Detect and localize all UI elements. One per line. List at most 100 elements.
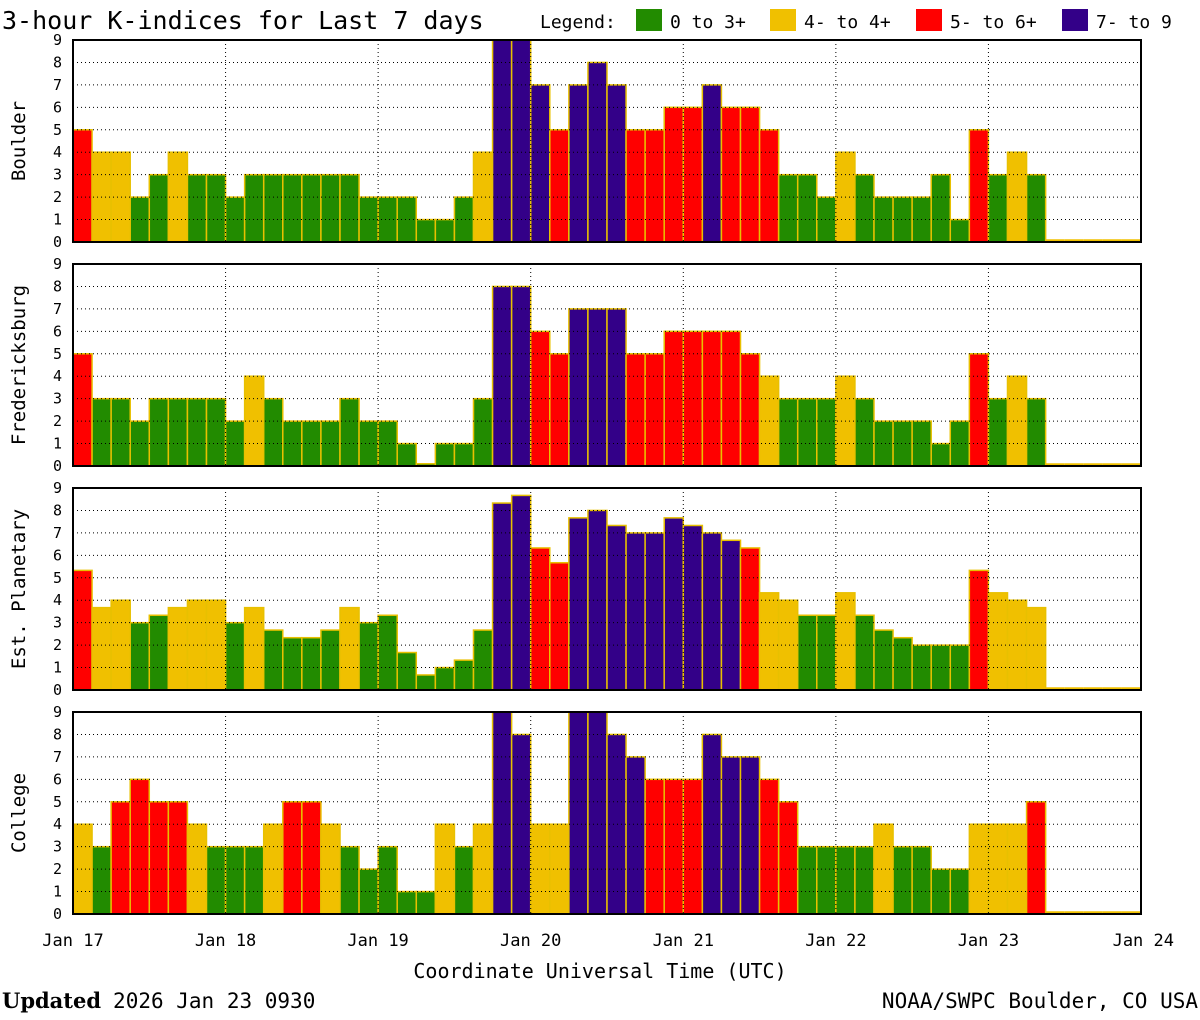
panel-2-bar-17 [396, 651, 418, 691]
panel-1-bar-37 [777, 397, 799, 467]
panel-0-bar-4 [148, 173, 170, 243]
panel-1-bar-21 [472, 397, 494, 467]
x-axis-ticks: Jan 17 Jan 18 Jan 19 Jan 20 Jan 21 Jan 22 Jan … [42, 931, 1174, 951]
panel-2-bar-30 [644, 532, 665, 691]
legend-swatch-0 [636, 9, 662, 31]
panel-3-bar-38 [796, 845, 818, 915]
panel-1-bar-29 [625, 353, 646, 467]
panel-0-bar-2 [110, 151, 131, 243]
panel-2-ytick-5: 5 [53, 569, 62, 587]
panel-2-bar-28 [606, 524, 627, 691]
legend-entry-2: 5- to 6+ [950, 12, 1037, 33]
panel-3-bars [72, 711, 1141, 915]
panel-0-bar-30 [644, 129, 665, 243]
panel-1-bar-14 [339, 397, 360, 467]
panel-0-ytick-5: 5 [53, 121, 62, 139]
panel-3-bar-12 [301, 801, 322, 915]
panel-3-bar-6 [186, 823, 208, 915]
panel-2-ytick-6: 6 [53, 546, 62, 564]
panel-3-ytick-9: 9 [53, 703, 62, 721]
panel-0-bar-22 [491, 39, 513, 243]
panel-2-bar-3 [129, 621, 151, 691]
panel-3-grid [73, 712, 1141, 914]
panel-0-bar-9 [243, 173, 265, 243]
panel-2-bar-2 [110, 599, 131, 691]
panel-2-ytick-0: 0 [53, 681, 62, 699]
updated-line: Updated 2026 Jan 23 0930 [2, 988, 315, 1013]
panel-1-ytick-2: 2 [53, 412, 62, 430]
panel-2-bar-8 [224, 621, 246, 691]
panel-3-bar-18 [415, 890, 437, 915]
panel-0-bar-41 [854, 173, 875, 243]
panel-3-bar-26 [568, 711, 589, 915]
panel-1-bar-50 [1025, 397, 1047, 467]
panel-1-bar-17 [396, 442, 418, 467]
panel-3-bar-1 [91, 845, 112, 915]
panel-0-bar-48 [987, 173, 1009, 243]
panel-3-ytick-2: 2 [53, 860, 62, 878]
panel-3-ytick-5: 5 [53, 793, 62, 811]
panel-2-bar-33 [701, 532, 723, 691]
panel-1-bar-26 [568, 308, 589, 467]
panel-3-bar-4 [148, 801, 170, 915]
panel-0-bar-50 [1025, 173, 1047, 243]
panel-1-bar-41 [854, 397, 875, 467]
panel-2-bar-50 [1025, 606, 1047, 691]
panel-3-bar-37 [777, 801, 799, 915]
panel-3-bar-35 [739, 756, 761, 915]
x-tick-0: Jan 17 [42, 931, 103, 951]
panel-0-bar-36 [758, 129, 780, 243]
legend-swatch-3 [1062, 9, 1088, 31]
panel-0-ytick-9: 9 [53, 31, 62, 49]
panel-3-bar-9 [243, 845, 265, 915]
panel-1-bar-48 [987, 397, 1009, 467]
panel-3-bar-7 [205, 845, 227, 915]
panel-1-frame [72, 263, 1142, 467]
panel-0-bar-47 [968, 129, 990, 243]
panel-1-bar-5 [167, 397, 189, 467]
panel-0-bar-38 [796, 173, 818, 243]
panel-0-ytick-2: 2 [53, 188, 62, 206]
panel-1-ytick-0: 0 [53, 457, 62, 475]
panel-2-bar-24 [529, 547, 551, 691]
panel-1-bar-1 [91, 397, 112, 467]
panel-0-bar-11 [282, 173, 303, 243]
panel-1-bar-20 [453, 442, 475, 467]
panel-2-bar-29 [625, 532, 646, 691]
panel-2-bar-36 [758, 592, 780, 691]
panel-1-bar-28 [606, 308, 627, 467]
panel-2-frame [72, 487, 1142, 691]
legend: Legend: 0 to 3+ 4- to 4+ 5- to 6+ 7- to 9 [540, 9, 1172, 33]
panel-2-ytick-4: 4 [53, 591, 62, 609]
panel-3-bar-11 [282, 801, 303, 915]
panel-0-bar-42 [873, 196, 894, 243]
panel-3-bar-39 [816, 845, 837, 915]
panel-1-bar-30 [644, 353, 665, 467]
x-tick-1: Jan 18 [195, 931, 256, 951]
panel-2-bar-26 [568, 517, 589, 691]
panel-2-bar-35 [739, 547, 761, 691]
panel-2-bar-41 [854, 614, 875, 691]
panel-2-ytick-2: 2 [53, 636, 62, 654]
panel-2-bar-48 [987, 592, 1009, 691]
panel-3-bar-42 [873, 823, 894, 915]
panel-2-bar-31 [663, 517, 685, 691]
panel-1-bar-7 [205, 397, 227, 467]
panel-2-bar-40 [835, 592, 856, 691]
source-credit: NOAA/SWPC Boulder, CO USA [882, 989, 1198, 1013]
panel-3-ytick-6: 6 [53, 770, 62, 788]
panel-3-bar-16 [377, 845, 398, 915]
legend-entry-3: 7- to 9 [1096, 12, 1172, 33]
panel-0-ytick-0: 0 [53, 233, 62, 251]
x-tick-3: Jan 20 [500, 931, 561, 951]
panel-3-bar-27 [587, 711, 608, 915]
panel-3-bar-45 [930, 868, 952, 915]
panel-2-bar-12 [301, 636, 322, 691]
panel-0-bar-12 [301, 173, 322, 243]
panel-2-ytick-1: 1 [53, 659, 62, 677]
updated-value: 2026 Jan 23 0930 [113, 989, 315, 1013]
x-tick-7: Jan 24 [1113, 931, 1174, 951]
panel-1-ytick-6: 6 [53, 322, 62, 340]
panel-1-bar-12 [301, 420, 322, 467]
x-tick-2: Jan 19 [347, 931, 408, 951]
